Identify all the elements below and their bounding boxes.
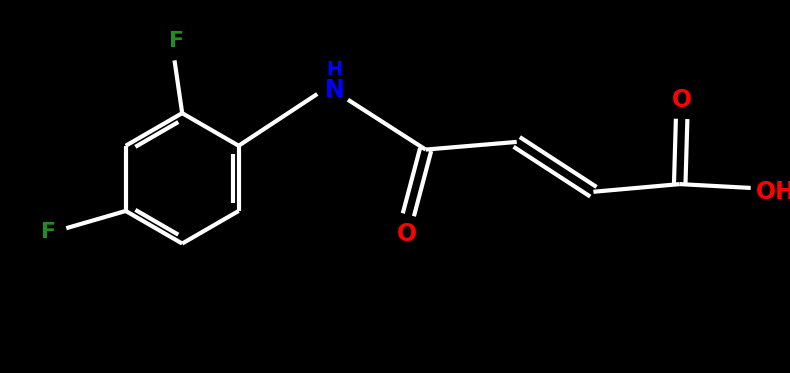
Text: F: F	[169, 31, 184, 51]
Text: OH: OH	[756, 180, 790, 204]
Text: O: O	[672, 88, 692, 112]
Text: H: H	[326, 60, 343, 79]
Text: O: O	[397, 222, 416, 246]
Text: F: F	[41, 222, 57, 242]
Text: N: N	[325, 78, 344, 102]
